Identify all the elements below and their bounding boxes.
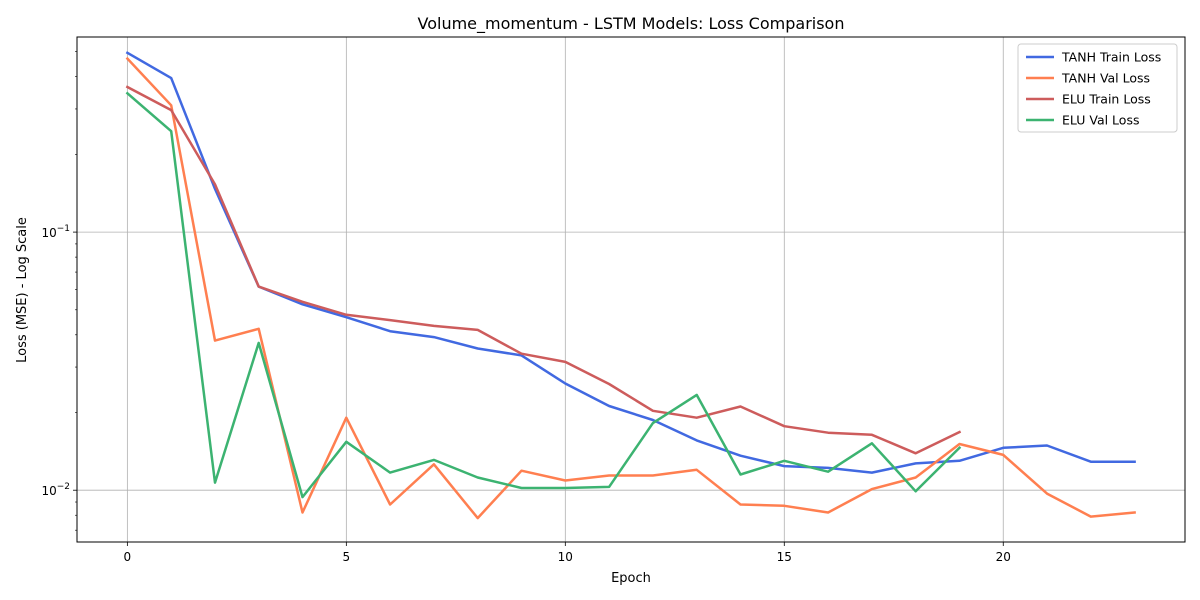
legend: TANH Train Loss TANH Val Loss ELU Train Lo… [1017,43,1178,133]
x-axis-label: Epoch [611,571,651,586]
chart-title: Volume_momentum - LSTM Models: Loss Comp… [418,14,845,34]
series-line-3 [125,85,962,455]
x-axis-ticks: 0 5 10 15 20 [124,542,1011,564]
series-line-4 [125,91,962,499]
legend-label: ELU Val Loss [1062,113,1139,128]
legend-label: TANH Val Loss [1061,71,1150,86]
y-tick-label: 10−2 [41,482,70,498]
x-tick-label: 20 [996,550,1011,564]
y-tick-label: 10−1 [41,224,70,240]
plot-series [125,51,1136,520]
x-tick-label: 5 [343,550,351,564]
legend-label: TANH Train Loss [1061,50,1161,65]
legend-label: ELU Train Loss [1062,92,1151,107]
y-axis-label: Loss (MSE) - Log Scale [15,217,30,363]
grid-lines [77,37,1185,542]
x-tick-label: 15 [777,550,792,564]
legend-box [1017,43,1178,133]
x-tick-label: 0 [124,550,132,564]
series-line-2 [125,56,1136,520]
series-line-1 [125,51,1136,474]
x-tick-label: 10 [558,550,573,564]
y-axis-ticks: 10−1 10−2 [41,51,77,531]
